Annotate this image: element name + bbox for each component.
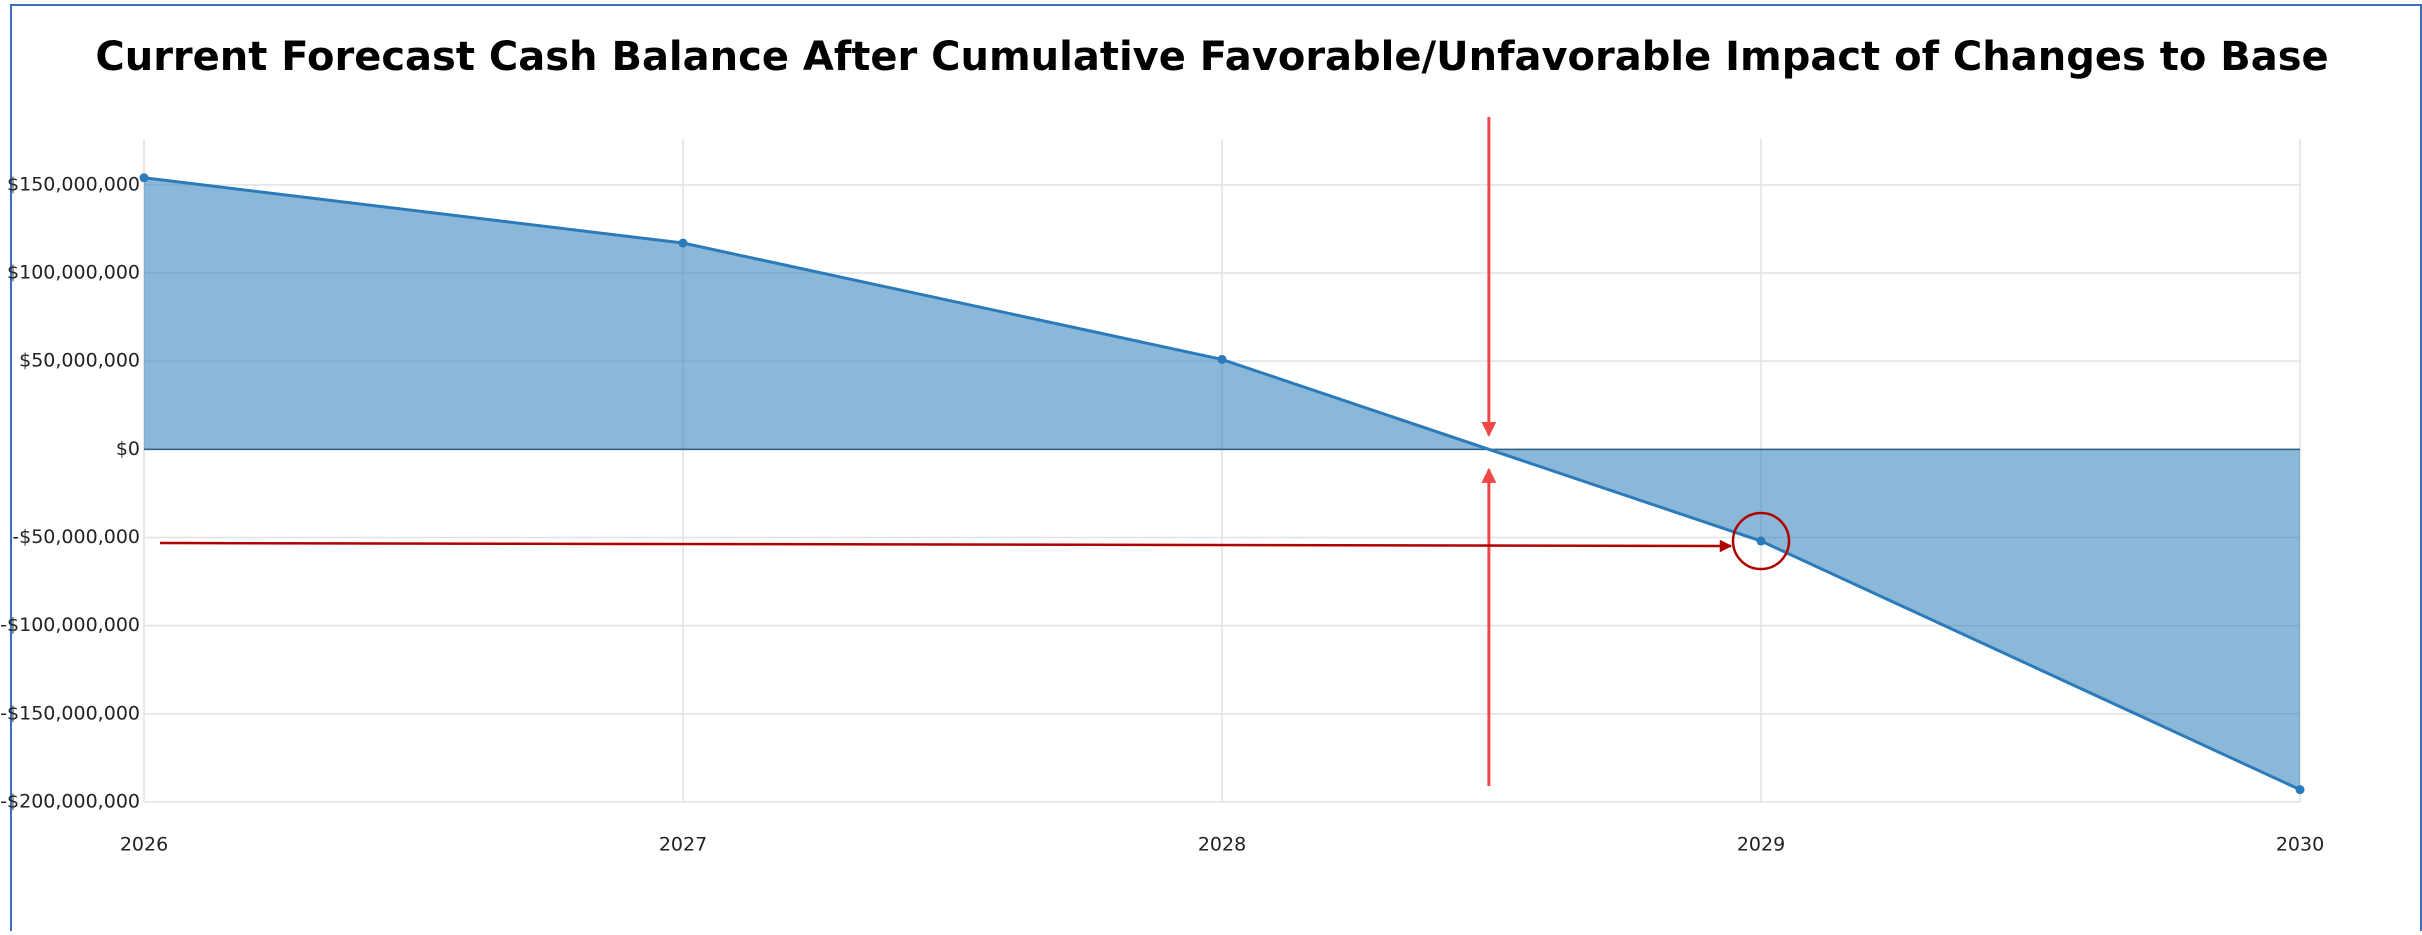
y-tick-label: $0 bbox=[116, 438, 140, 460]
x-tick-label: 2030 bbox=[2276, 834, 2324, 856]
chart-title: Current Forecast Cash Balance After Cumu… bbox=[95, 34, 2328, 80]
frame bbox=[10, 4, 2422, 935]
point bbox=[139, 173, 149, 183]
point bbox=[678, 238, 688, 248]
area bbox=[144, 177, 2300, 790]
y-tick-label: $50,000,000 bbox=[19, 350, 140, 372]
y-tick-label: $150,000,000 bbox=[7, 173, 140, 195]
point bbox=[2295, 785, 2305, 795]
x-tick-label: 2028 bbox=[1198, 834, 1246, 856]
x-tick-label: 2029 bbox=[1737, 834, 1785, 856]
y-tick-label: -$150,000,000 bbox=[0, 702, 140, 724]
annotation-circle bbox=[1731, 511, 1791, 571]
y-tick-label: -$100,000,000 bbox=[0, 614, 140, 636]
point bbox=[1756, 536, 1766, 546]
annotation-arrow bbox=[159, 539, 1733, 553]
x-tick-label: 2027 bbox=[659, 834, 707, 856]
y-tick-label: -$50,000,000 bbox=[12, 526, 140, 548]
x-tick-label: 2026 bbox=[120, 834, 168, 856]
point bbox=[1217, 354, 1227, 364]
y-tick-label: -$200,000,000 bbox=[0, 791, 140, 813]
y-tick-label: $100,000,000 bbox=[7, 262, 140, 284]
